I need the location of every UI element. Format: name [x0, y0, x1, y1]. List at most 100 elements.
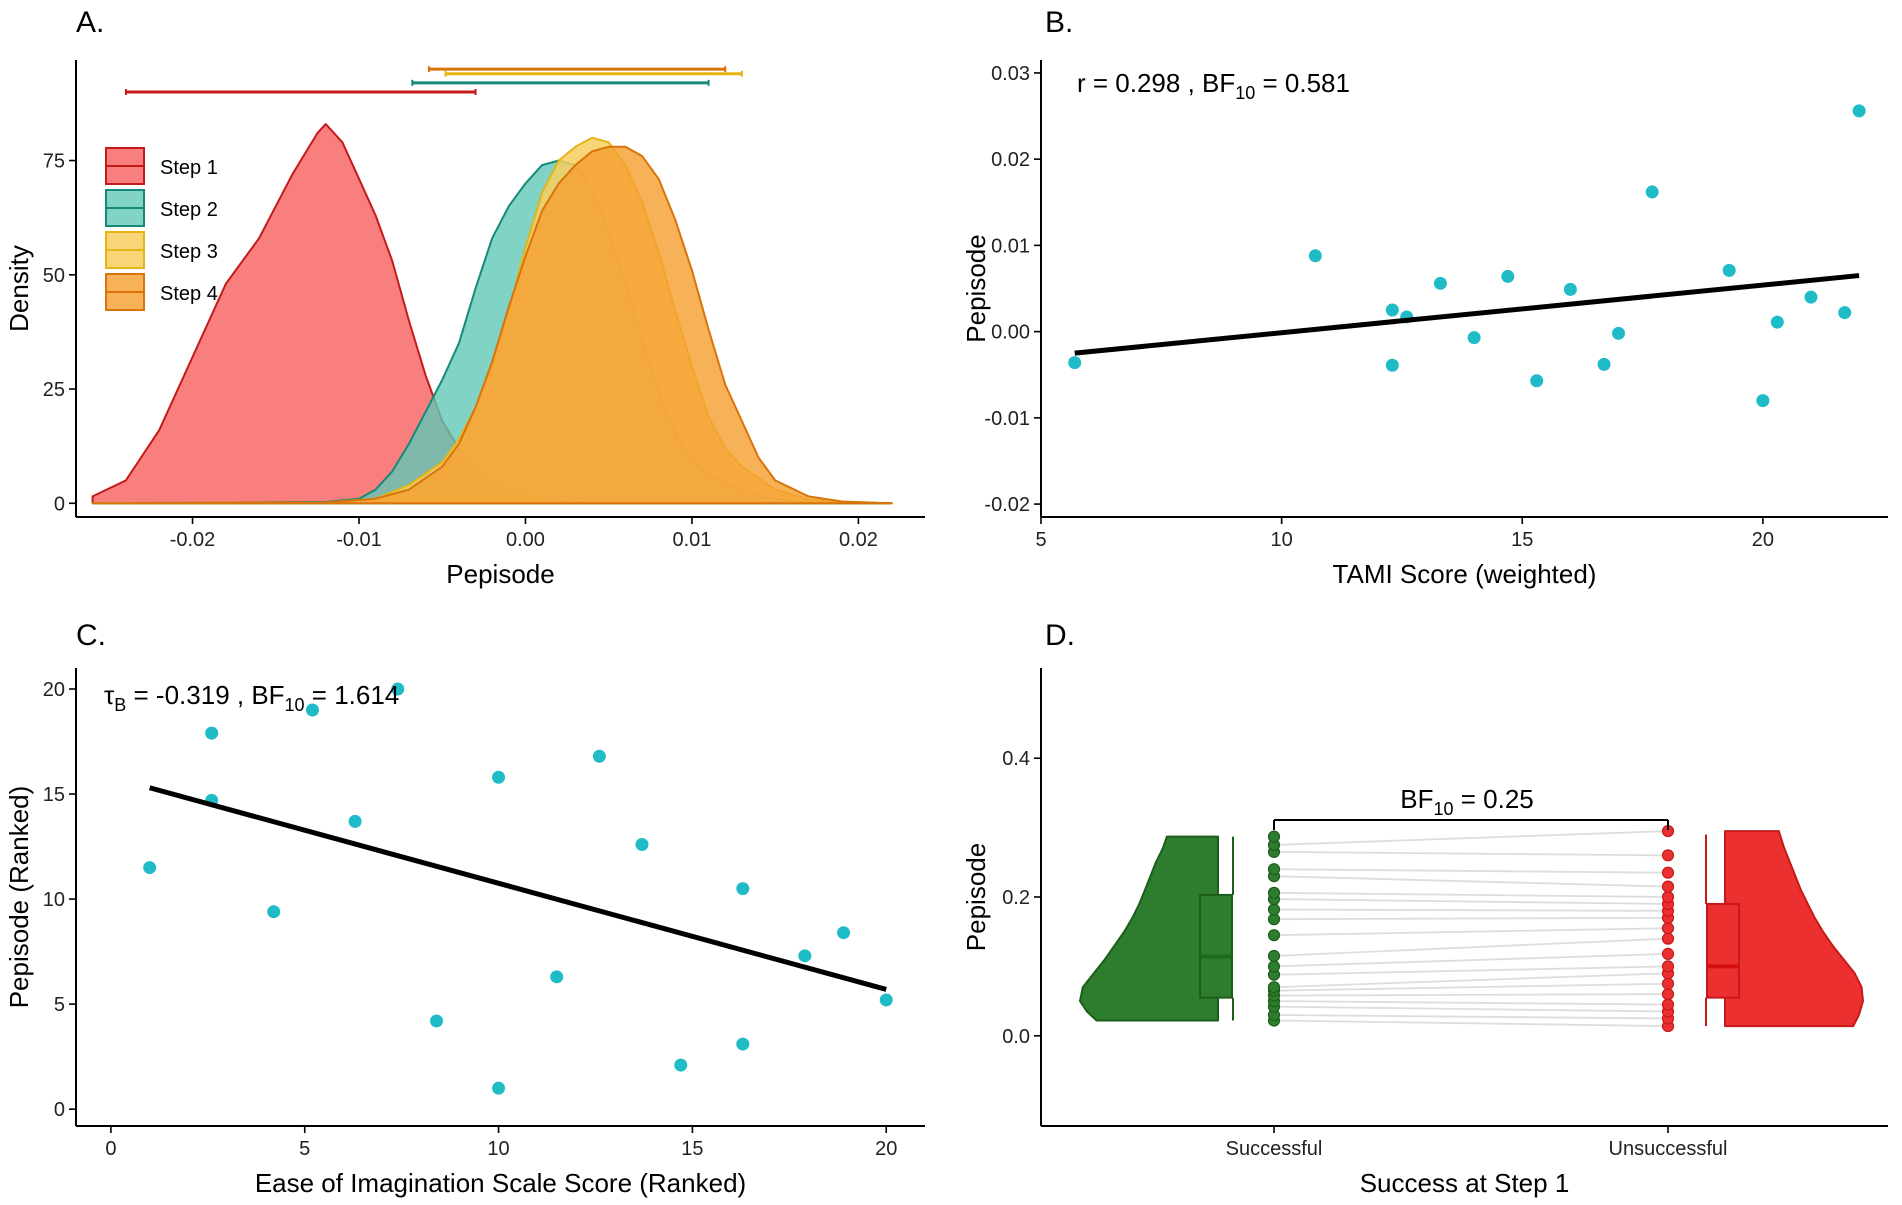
stat-prefix: r = 0.298 , BF — [1077, 68, 1235, 98]
x-tick-label: Unsuccessful — [1609, 1138, 1728, 1160]
y-tick-label: -0.01 — [984, 408, 1030, 430]
scatter-point — [837, 926, 851, 940]
y-tick-label: 0 — [54, 493, 65, 515]
panel-c-scatter: 0 5 10 15 20 0 5 10 15 20 Ease of Imagination Scal… — [4, 619, 925, 1198]
pair-line — [1273, 953, 1669, 968]
scatter-point — [1770, 315, 1784, 329]
y-axis-label: Pepisode — [961, 234, 991, 342]
scatter-point — [550, 970, 564, 984]
scatter-point — [1612, 326, 1625, 340]
stat-subscript: 10 — [1235, 83, 1255, 103]
scatter-point — [492, 770, 506, 784]
panel-label: C. — [76, 619, 106, 652]
pair-line — [1273, 972, 1669, 989]
pair-line — [1273, 891, 1669, 898]
y-tick-label: 25 — [43, 379, 65, 401]
scatter-point — [1597, 357, 1611, 371]
y-axis-label: Pepisode (Ranked) — [4, 786, 34, 1009]
scatter-point — [674, 1058, 688, 1072]
stat-annotation: BF10 = 0.25 — [1400, 784, 1534, 819]
scatter-point — [879, 993, 893, 1007]
scatter-point — [1722, 263, 1736, 277]
data-point — [1661, 988, 1675, 1001]
stat-middle: = -0.319 , BF — [126, 680, 284, 710]
scatter-point — [492, 1081, 506, 1095]
scatter-point — [736, 1037, 750, 1051]
x-tick-label: 20 — [1752, 529, 1774, 551]
data-point — [1661, 880, 1675, 893]
x-tick-label: 0.02 — [839, 529, 878, 551]
stat-prefix: BF — [1400, 784, 1433, 814]
legend-label-step-1: Step 1 — [160, 157, 218, 179]
scatter-point — [1467, 331, 1481, 345]
scatter-point — [1563, 282, 1577, 296]
x-tick-label: 10 — [1271, 529, 1293, 551]
pair-line — [1273, 850, 1669, 857]
box-successful — [1199, 893, 1233, 999]
scatter-point — [305, 703, 319, 717]
data-point — [1267, 960, 1281, 973]
x-axis-label: Pepisode — [446, 559, 554, 589]
legend: Step 1 Step 2 Step 3 Step 4 — [105, 147, 218, 311]
x-tick-label: -0.02 — [170, 529, 216, 551]
legend-label-step-3: Step 3 — [160, 241, 218, 263]
x-tick-label: 20 — [875, 1138, 897, 1160]
scatter-point — [267, 905, 281, 919]
data-point — [1661, 922, 1675, 935]
panel-d-raincloud: 0.0 0.2 0.4 Successful Unsuccessful Success a… — [961, 619, 1888, 1198]
scatter-point — [635, 837, 649, 851]
scatter-point — [1838, 306, 1852, 320]
x-tick-label: Successful — [1226, 1138, 1323, 1160]
stat-suffix: = 0.581 — [1255, 68, 1350, 98]
box-unsuccessful — [1706, 902, 1740, 999]
data-point — [1661, 890, 1675, 904]
scatter-point — [1308, 249, 1322, 263]
pair-line — [1273, 830, 1669, 846]
half-violin-successful — [1079, 835, 1219, 1022]
data-point — [1267, 830, 1281, 843]
data-point — [1267, 903, 1281, 916]
y-tick-label: 75 — [43, 151, 65, 173]
regression-line — [148, 785, 887, 992]
x-axis-label: Ease of Imagination Scale Score (Ranked) — [255, 1168, 746, 1198]
scatter-point — [798, 949, 812, 963]
pair-line — [1273, 868, 1669, 874]
y-tick-label: 20 — [43, 679, 65, 701]
stat-suffix: = 0.25 — [1454, 784, 1534, 814]
scatter-point — [143, 861, 157, 875]
data-point — [1267, 949, 1281, 963]
pair-line — [1273, 898, 1669, 905]
scatter-point — [1645, 185, 1659, 199]
scatter-point — [1852, 104, 1866, 118]
x-tick-label: 0.00 — [506, 529, 545, 551]
x-tick-label: 10 — [487, 1138, 509, 1160]
y-tick-label: 50 — [43, 265, 65, 287]
x-tick-label: 15 — [681, 1138, 703, 1160]
scatter-point — [592, 749, 606, 763]
data-point — [1661, 960, 1675, 973]
x-tick-label: 5 — [299, 1138, 310, 1160]
pair-line — [1273, 875, 1669, 888]
half-violin-unsuccessful — [1724, 830, 1864, 1028]
pair-line — [1273, 1005, 1669, 1013]
y-tick-label: 0.2 — [1002, 887, 1030, 909]
data-point — [1267, 929, 1281, 942]
y-axis-label: Pepisode — [961, 843, 991, 951]
data-point — [1661, 932, 1675, 945]
y-tick-label: 0.00 — [991, 322, 1030, 344]
scatter-point — [1804, 290, 1818, 304]
stat-annotation: τB = -0.319 , BF10 = 1.614 — [104, 680, 399, 715]
y-tick-label: 5 — [54, 994, 65, 1016]
pair-line — [1273, 1019, 1669, 1027]
panel-label: D. — [1045, 619, 1075, 652]
data-point — [1661, 849, 1675, 862]
data-point — [1267, 981, 1281, 994]
y-tick-label: 0 — [54, 1099, 65, 1121]
scatter-point — [1756, 394, 1770, 408]
data-point — [1661, 977, 1675, 990]
pair-line — [1273, 937, 1669, 957]
density-area-step-4 — [91, 145, 893, 505]
y-tick-label: 0.0 — [1002, 1026, 1030, 1048]
y-tick-label: -0.02 — [984, 494, 1030, 516]
panel-a-density: -0.02 -0.01 0.00 0.01 0.02 0 25 50 75 Pepisode Den… — [4, 6, 925, 589]
